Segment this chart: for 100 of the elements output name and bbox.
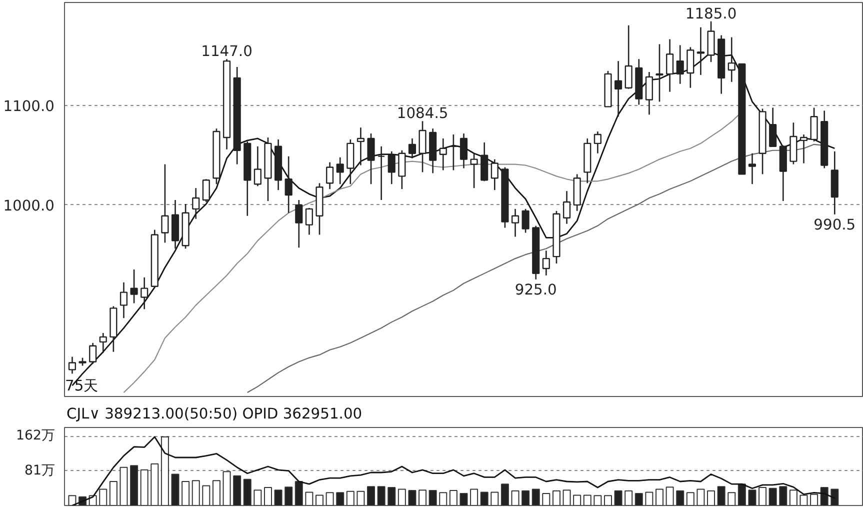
annotation: 75天 [65, 378, 99, 394]
candlestick [748, 152, 756, 185]
candlestick [161, 164, 169, 244]
bar [830, 488, 839, 506]
candlestick [542, 250, 550, 276]
bar [470, 488, 478, 506]
y-tick-label: 81万 [24, 463, 55, 478]
line-series [72, 436, 836, 506]
candlestick [470, 152, 478, 189]
candlestick [450, 134, 458, 171]
bar [583, 494, 592, 506]
bar [655, 488, 664, 506]
candlestick [810, 107, 818, 142]
bar [789, 490, 798, 506]
candlestick [594, 130, 602, 154]
bar [222, 471, 231, 506]
bar [212, 480, 220, 506]
bar [192, 480, 200, 506]
candlestick [378, 146, 386, 201]
bar [305, 492, 314, 506]
bar [99, 488, 108, 506]
bar [532, 488, 540, 506]
candlestick [460, 132, 468, 169]
bar [686, 492, 694, 506]
candlestick [367, 132, 375, 185]
bar [634, 493, 643, 506]
candlestick [398, 150, 406, 190]
bar [130, 465, 138, 506]
bar [594, 495, 602, 506]
bar [171, 474, 180, 506]
candlestick [562, 190, 571, 224]
annotation: 1084.5 [396, 105, 448, 122]
candlestick [511, 208, 520, 238]
y-tick-label: 1000.0 [3, 197, 55, 214]
annotation: 1147.0 [201, 43, 252, 60]
candlestick [666, 38, 674, 92]
candlestick [408, 138, 416, 159]
candlestick [656, 44, 664, 102]
bar [758, 487, 767, 506]
bar [284, 486, 293, 506]
bar [500, 484, 509, 506]
bar [552, 490, 560, 506]
bar [542, 493, 550, 506]
candlestick [490, 158, 498, 191]
bar [728, 492, 736, 506]
bar [614, 490, 622, 506]
bar [367, 486, 376, 506]
bar [418, 490, 427, 506]
bar [490, 492, 499, 506]
candlestick [624, 24, 632, 90]
candlestick [284, 156, 292, 214]
candlestick [305, 207, 313, 236]
bar [326, 492, 334, 506]
annotation: 925.0 [514, 281, 557, 298]
candlestick [89, 342, 97, 364]
candlestick [140, 276, 148, 310]
bar [676, 490, 684, 506]
candlestick [388, 150, 396, 185]
candlestick [439, 138, 447, 171]
bar [748, 490, 756, 506]
candlestick [769, 107, 777, 148]
candlestick [418, 120, 426, 173]
bar [573, 494, 582, 506]
bar [388, 487, 396, 506]
bar [254, 490, 262, 506]
bar [624, 490, 633, 506]
bar [738, 484, 746, 506]
bar [768, 488, 777, 506]
candlestick [707, 20, 715, 63]
y-tick-label: 1100.0 [3, 98, 55, 116]
candlestick [202, 178, 210, 203]
candlestick [130, 268, 138, 304]
bar [140, 469, 148, 506]
chart-title: CJL∨ 389213.00(50:50) OPID 362951.00 [66, 406, 362, 422]
candlestick [676, 44, 684, 85]
y-tick-label: 162万 [16, 428, 55, 444]
bar [439, 492, 448, 506]
bar [233, 475, 242, 506]
bar [820, 487, 828, 506]
candlestick [99, 332, 107, 354]
bar [202, 485, 210, 506]
bar [522, 490, 530, 506]
candlestick [336, 156, 344, 185]
bar [645, 492, 654, 506]
bar [336, 492, 344, 506]
bar [160, 436, 169, 506]
bar [480, 492, 488, 506]
bar [800, 494, 808, 506]
bar [460, 493, 468, 506]
candlestick [68, 356, 76, 374]
candlestick [254, 146, 262, 187]
bar [150, 463, 159, 506]
bar [68, 495, 76, 506]
bar [707, 490, 716, 506]
bar [274, 490, 282, 506]
candlestick [800, 134, 808, 164]
bar [315, 494, 324, 506]
bar [109, 481, 118, 506]
candlestick [686, 46, 694, 88]
bar [696, 488, 705, 506]
